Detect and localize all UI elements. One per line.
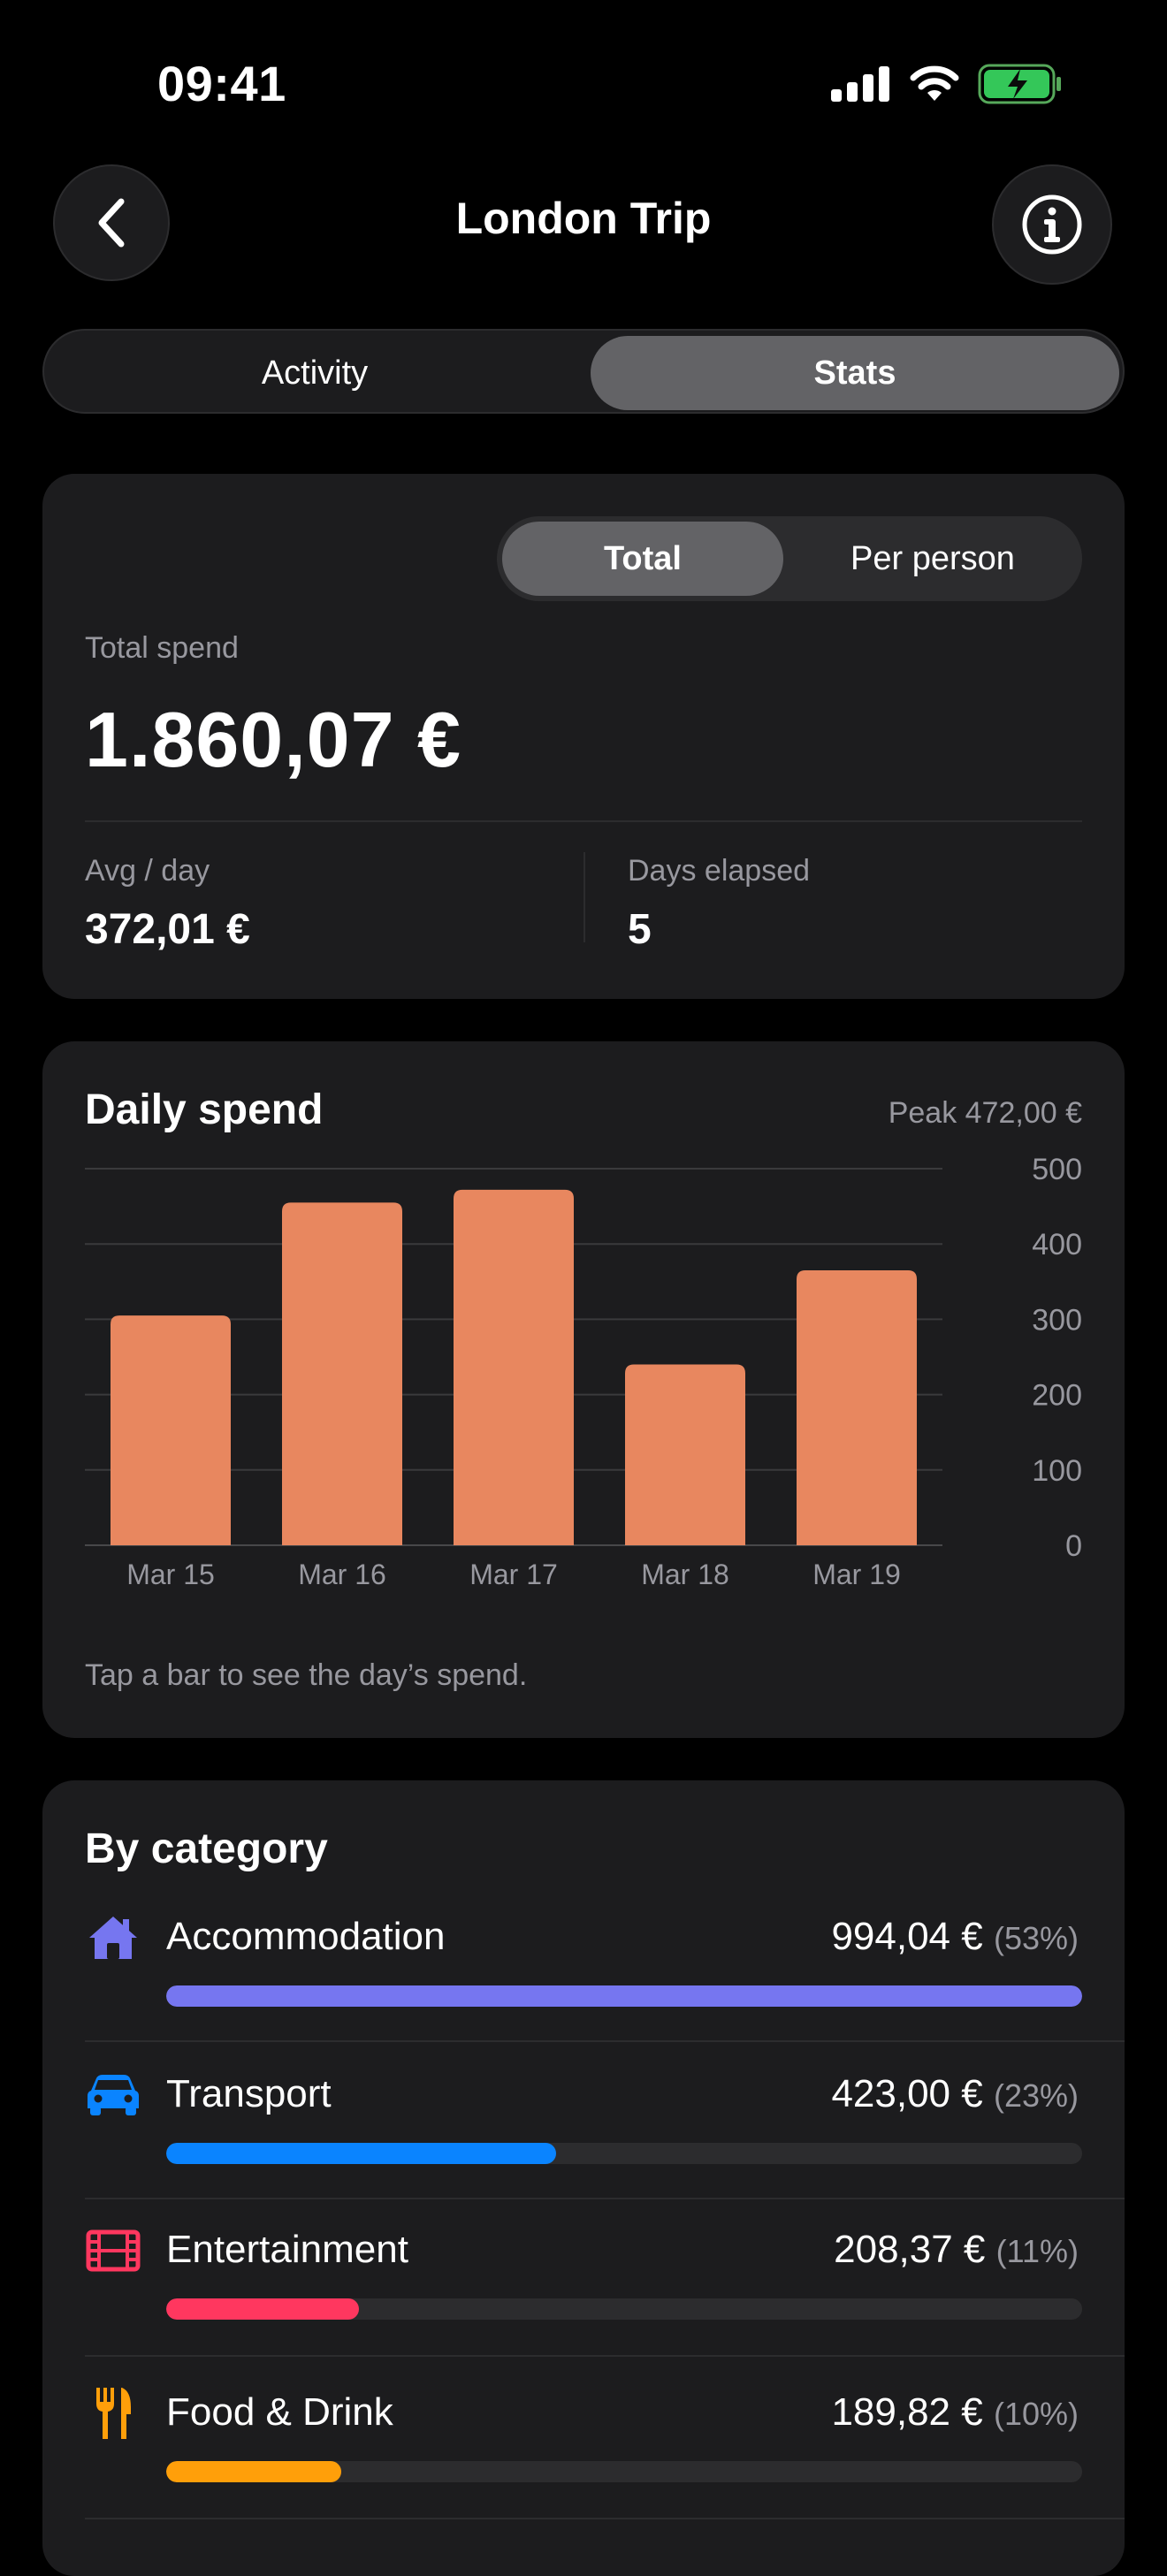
category-amount-value: 423,00 € [831,2072,983,2115]
days-elapsed-label: Days elapsed [628,854,811,888]
car-icon [85,2067,141,2123]
category-amount: 994,04 € (53%) [831,1915,1079,1959]
category-row-food-drink[interactable]: Food & Drink 189,82 € (10%) [85,2385,1125,2519]
category-bar-track [166,2143,1082,2164]
house-icon [85,1909,141,1966]
category-bar-fill [166,2143,557,2164]
category-percentage: (11%) [995,2233,1079,2269]
stat-divider [584,852,585,942]
status-icons [831,64,1063,104]
summary-divider [85,820,1082,822]
category-separator [85,2040,1125,2042]
category-amount-value: 189,82 € [831,2390,983,2434]
y-tick-label: 100 [1032,1454,1082,1488]
y-tick-label: 0 [1065,1529,1082,1563]
x-tick-label: Mar 18 [641,1559,729,1590]
back-button[interactable] [53,164,170,281]
battery-charging-icon [978,64,1061,104]
category-bar-track [166,1985,1082,2007]
category-row-entertainment[interactable]: Entertainment 208,37 € (11%) [85,2222,1125,2357]
total-spend-label: Total spend [85,631,239,665]
total-per-person-toggle: Total Per person [497,516,1082,601]
category-amount: 423,00 € (23%) [831,2072,1079,2116]
tab-activity[interactable]: Activity [50,336,580,410]
tab-stats[interactable]: Stats [591,336,1119,410]
days-elapsed-value: 5 [628,906,652,953]
category-amount: 208,37 € (11%) [834,2228,1079,2272]
fork-knife-icon [85,2385,141,2442]
daily-spend-card: Daily spend Peak 472,00 € 500 400 300 200 10… [42,1041,1125,1738]
category-percentage: (10%) [993,2396,1079,2432]
category-name: Accommodation [166,1915,446,1958]
signal-icon [831,66,889,102]
x-tick-label: Mar 17 [469,1559,558,1590]
category-percentage: (23%) [993,2077,1079,2114]
daily-peak-label: Peak 472,00 € [888,1096,1082,1130]
toggle-per-person-label: Per person [850,539,1015,577]
category-bar-fill [166,2298,359,2320]
category-bar-fill [166,1985,1082,2007]
category-percentage: (53%) [993,1920,1079,1956]
info-button[interactable] [992,164,1112,285]
tab-activity-label: Activity [261,354,369,392]
summary-card: Total Per person Total spend 1.860,07 € … [42,474,1125,999]
category-card: By category Accommodation 994,04 € (53%) [42,1780,1125,2576]
chart-bar[interactable] [282,1202,402,1545]
film-icon [85,2222,141,2279]
category-separator [85,2518,1125,2519]
x-tick-label: Mar 19 [812,1559,901,1590]
tab-stats-label: Stats [813,354,896,392]
chart-bar[interactable] [111,1315,231,1545]
category-bar-fill [166,2461,341,2482]
category-name: Food & Drink [166,2390,393,2434]
category-separator [85,2355,1125,2357]
category-row-transport[interactable]: Transport 423,00 € (23%) [85,2067,1125,2199]
category-bar-track [166,2461,1082,2482]
total-spend-value: 1.860,07 € [85,696,461,783]
category-amount-value: 994,04 € [831,1915,983,1958]
x-tick-label: Mar 16 [298,1559,386,1590]
category-amount: 189,82 € (10%) [831,2390,1079,2435]
toggle-per-person[interactable]: Per person [789,522,1077,596]
avg-day-label: Avg / day [85,854,210,888]
chart-bar[interactable] [454,1189,574,1545]
category-name: Entertainment [166,2228,408,2271]
chevron-left-icon [98,198,125,248]
daily-spend-chart: 500 400 300 200 100 0 Mar 15 Mar 16 Mar 17 Mar 18… [85,1153,1082,1590]
toggle-total-label: Total [604,539,682,577]
y-tick-label: 200 [1032,1379,1082,1413]
category-row-accommodation[interactable]: Accommodation 994,04 € (53%) [85,1909,1125,2042]
daily-spend-hint: Tap a bar to see the day’s spend. [85,1658,528,1692]
x-tick-label: Mar 15 [126,1559,215,1590]
y-tick-label: 300 [1032,1303,1082,1337]
avg-day-value: 372,01 € [85,906,250,953]
page-title: London Trip [455,194,712,243]
info-icon [1022,194,1082,255]
wifi-icon [910,65,959,101]
category-title: By category [85,1825,328,1872]
chart-bar[interactable] [625,1364,745,1545]
daily-spend-title: Daily spend [85,1086,324,1133]
toggle-total[interactable]: Total [502,522,783,596]
category-name: Transport [166,2072,332,2115]
y-tick-label: 400 [1032,1228,1082,1261]
category-bar-track [166,2298,1082,2320]
status-time: 09:41 [157,56,286,111]
category-amount-value: 208,37 € [834,2228,986,2271]
chart-bar[interactable] [797,1270,917,1545]
category-separator [85,2198,1125,2199]
y-tick-label: 500 [1032,1153,1082,1186]
view-segmented-control: Activity Stats [42,329,1125,414]
